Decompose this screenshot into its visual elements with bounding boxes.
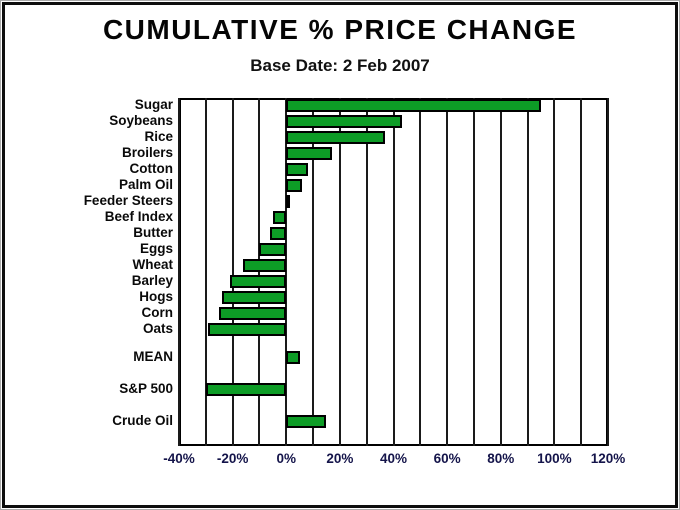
category-label-eggs: Eggs xyxy=(139,241,173,256)
gridline-50pct xyxy=(419,98,422,446)
category-label-barley: Barley xyxy=(131,273,173,288)
category-label-soybeans: Soybeans xyxy=(109,113,173,128)
gridline-90pct xyxy=(526,98,529,446)
bar-rice xyxy=(286,131,386,144)
category-label-cotton: Cotton xyxy=(129,161,173,176)
x-tick-label-0pct: 0% xyxy=(276,451,296,466)
bar-butter xyxy=(270,227,287,240)
bar-cotton xyxy=(286,163,308,176)
bar-corn xyxy=(219,307,287,320)
category-label-corn: Corn xyxy=(141,305,174,320)
bar-beef-index xyxy=(272,211,287,224)
bar-sugar xyxy=(286,99,541,112)
category-label-oats: Oats xyxy=(142,321,173,336)
gridline-110pct xyxy=(580,98,583,446)
bar-s-p-500 xyxy=(205,383,287,396)
x-tick-label-40pct: 40% xyxy=(379,451,408,466)
gridline-40pct xyxy=(392,98,395,446)
chart-subtitle: Base Date: 2 Feb 2007 xyxy=(250,56,430,75)
x-tick-label-120pct: 120% xyxy=(590,451,626,466)
bar-broilers xyxy=(286,147,332,160)
gridline-60pct xyxy=(446,98,449,446)
category-label-hogs: Hogs xyxy=(139,289,173,304)
category-label-feeder-steers: Feeder Steers xyxy=(83,193,173,208)
category-label-crude-oil: Crude Oil xyxy=(112,413,173,428)
gridline-20pct xyxy=(338,98,341,446)
category-label-sugar: Sugar xyxy=(134,97,173,112)
category-label-rice: Rice xyxy=(144,129,173,144)
category-label-wheat: Wheat xyxy=(132,257,174,272)
bar-wheat xyxy=(243,259,287,272)
x-tick-label-100pct: 100% xyxy=(537,451,572,466)
x-tick-label-60pct: 60% xyxy=(433,451,461,466)
gridline--30pct xyxy=(204,98,207,446)
bar-feeder-steers xyxy=(286,195,291,208)
bar-palm-oil xyxy=(286,179,303,192)
gridline-120pct xyxy=(607,98,609,446)
gridline-30pct xyxy=(365,98,368,446)
bar-crude-oil xyxy=(286,415,327,428)
bar-hogs xyxy=(221,291,287,304)
category-label-mean: MEAN xyxy=(133,349,173,364)
bar-mean xyxy=(286,351,300,364)
gridline-10pct xyxy=(312,98,315,446)
gridline--40pct xyxy=(178,98,180,446)
gridline-80pct xyxy=(499,98,502,446)
category-label-beef-index: Beef Index xyxy=(104,209,173,224)
gridline-0pct xyxy=(285,98,288,446)
bar-oats xyxy=(208,323,287,336)
x-tick-label-80pct: 80% xyxy=(487,451,515,466)
bar-soybeans xyxy=(286,115,402,128)
category-label-palm-oil: Palm Oil xyxy=(118,177,173,192)
gridline-100pct xyxy=(553,98,556,446)
gridline--20pct xyxy=(231,98,234,446)
bar-barley xyxy=(229,275,287,288)
x-tick-label--20pct: -20% xyxy=(216,451,249,466)
x-tick-label-20pct: 20% xyxy=(326,451,354,466)
chart-title: CUMULATIVE % PRICE CHANGE xyxy=(102,14,578,45)
category-label-s-p-500: S&P 500 xyxy=(119,381,173,396)
x-tick-label--40pct: -40% xyxy=(163,451,195,466)
gridline--10pct xyxy=(258,98,261,446)
bar-eggs xyxy=(259,243,287,256)
gridline-70pct xyxy=(472,98,475,446)
category-label-broilers: Broilers xyxy=(121,145,173,160)
category-label-butter: Butter xyxy=(133,225,173,240)
